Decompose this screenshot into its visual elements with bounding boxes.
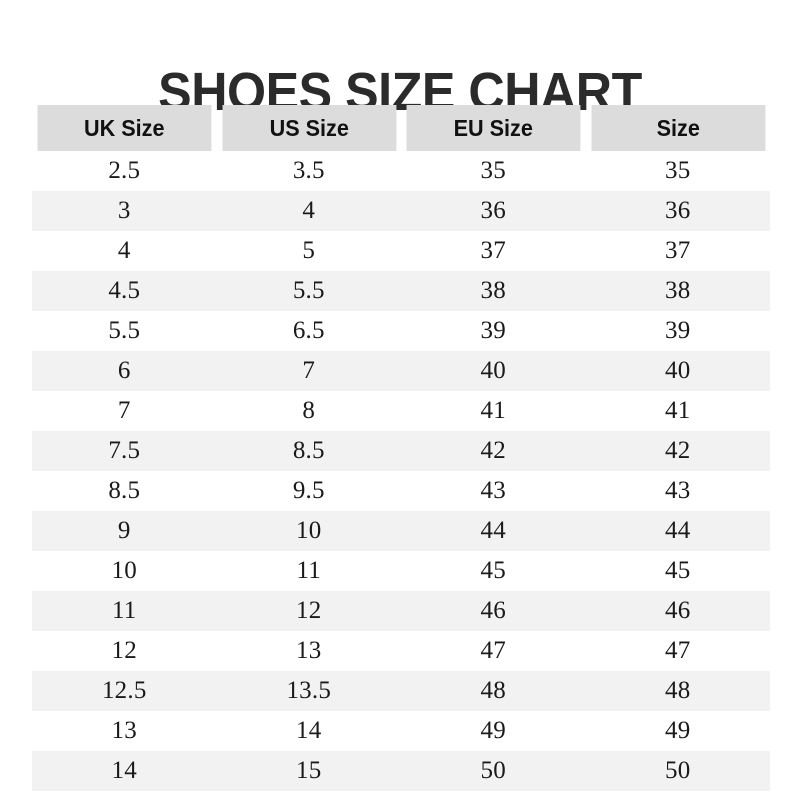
cell-eu-size: 43 <box>401 471 586 511</box>
column-header-us-size: US Size <box>222 105 396 151</box>
cell-us-size: 13.5 <box>216 671 401 711</box>
table-row: 4 5 37 37 <box>32 231 770 271</box>
cell-us-size: 14 <box>216 711 401 751</box>
cell-uk-size: 4 <box>32 231 217 271</box>
shoe-size-table: UK Size US Size EU Size Size 2.5 3.5 35 … <box>32 105 770 791</box>
cell-us-size: 6.5 <box>216 311 401 351</box>
cell-eu-size: 46 <box>401 591 586 631</box>
table-row: 11 12 46 46 <box>32 591 770 631</box>
cell-size: 48 <box>585 671 770 711</box>
cell-eu-size: 39 <box>401 311 586 351</box>
table-row: 6 7 40 40 <box>32 351 770 391</box>
cell-eu-size: 35 <box>401 151 586 191</box>
cell-us-size: 3.5 <box>216 151 401 191</box>
cell-uk-size: 7 <box>32 391 217 431</box>
cell-eu-size: 47 <box>401 631 586 671</box>
cell-us-size: 8.5 <box>216 431 401 471</box>
cell-size: 39 <box>585 311 770 351</box>
table-row: 8.5 9.5 43 43 <box>32 471 770 511</box>
column-header-eu-size: EU Size <box>406 105 580 151</box>
cell-size: 42 <box>585 431 770 471</box>
table-row: 14 15 50 50 <box>32 751 770 791</box>
cell-size: 49 <box>585 711 770 751</box>
table-row: 12.5 13.5 48 48 <box>32 671 770 711</box>
cell-eu-size: 44 <box>401 511 586 551</box>
cell-us-size: 5 <box>216 231 401 271</box>
cell-us-size: 10 <box>216 511 401 551</box>
cell-uk-size: 6 <box>32 351 217 391</box>
cell-us-size: 7 <box>216 351 401 391</box>
cell-uk-size: 7.5 <box>32 431 217 471</box>
column-header-uk-size: UK Size <box>37 105 211 151</box>
cell-eu-size: 49 <box>401 711 586 751</box>
cell-eu-size: 38 <box>401 271 586 311</box>
cell-uk-size: 13 <box>32 711 217 751</box>
table-row: 7.5 8.5 42 42 <box>32 431 770 471</box>
cell-eu-size: 48 <box>401 671 586 711</box>
cell-us-size: 15 <box>216 751 401 791</box>
cell-uk-size: 10 <box>32 551 217 591</box>
cell-uk-size: 5.5 <box>32 311 217 351</box>
cell-size: 36 <box>585 191 770 231</box>
cell-us-size: 12 <box>216 591 401 631</box>
cell-uk-size: 3 <box>32 191 217 231</box>
cell-eu-size: 41 <box>401 391 586 431</box>
table-row: 10 11 45 45 <box>32 551 770 591</box>
cell-size: 40 <box>585 351 770 391</box>
cell-us-size: 4 <box>216 191 401 231</box>
table-row: 2.5 3.5 35 35 <box>32 151 770 191</box>
table-row: 7 8 41 41 <box>32 391 770 431</box>
cell-eu-size: 42 <box>401 431 586 471</box>
cell-uk-size: 8.5 <box>32 471 217 511</box>
cell-size: 50 <box>585 751 770 791</box>
cell-size: 43 <box>585 471 770 511</box>
cell-uk-size: 12.5 <box>32 671 217 711</box>
cell-us-size: 11 <box>216 551 401 591</box>
cell-size: 38 <box>585 271 770 311</box>
cell-uk-size: 14 <box>32 751 217 791</box>
cell-size: 47 <box>585 631 770 671</box>
cell-eu-size: 45 <box>401 551 586 591</box>
cell-us-size: 13 <box>216 631 401 671</box>
cell-us-size: 9.5 <box>216 471 401 511</box>
cell-uk-size: 9 <box>32 511 217 551</box>
table-row: 9 10 44 44 <box>32 511 770 551</box>
cell-eu-size: 36 <box>401 191 586 231</box>
table-header: UK Size US Size EU Size Size <box>32 105 770 151</box>
column-header-size: Size <box>591 105 765 151</box>
cell-uk-size: 12 <box>32 631 217 671</box>
cell-size: 37 <box>585 231 770 271</box>
table-row: 5.5 6.5 39 39 <box>32 311 770 351</box>
cell-us-size: 5.5 <box>216 271 401 311</box>
cell-eu-size: 50 <box>401 751 586 791</box>
cell-uk-size: 11 <box>32 591 217 631</box>
table-header-row: UK Size US Size EU Size Size <box>32 105 770 151</box>
cell-size: 35 <box>585 151 770 191</box>
cell-us-size: 8 <box>216 391 401 431</box>
cell-uk-size: 4.5 <box>32 271 217 311</box>
table-body: 2.5 3.5 35 35 3 4 36 36 4 5 37 37 4.5 5.… <box>32 151 770 791</box>
cell-eu-size: 40 <box>401 351 586 391</box>
table-row: 3 4 36 36 <box>32 191 770 231</box>
cell-size: 44 <box>585 511 770 551</box>
cell-uk-size: 2.5 <box>32 151 217 191</box>
cell-size: 41 <box>585 391 770 431</box>
cell-size: 46 <box>585 591 770 631</box>
table-row: 13 14 49 49 <box>32 711 770 751</box>
cell-eu-size: 37 <box>401 231 586 271</box>
cell-size: 45 <box>585 551 770 591</box>
table-row: 4.5 5.5 38 38 <box>32 271 770 311</box>
table-row: 12 13 47 47 <box>32 631 770 671</box>
